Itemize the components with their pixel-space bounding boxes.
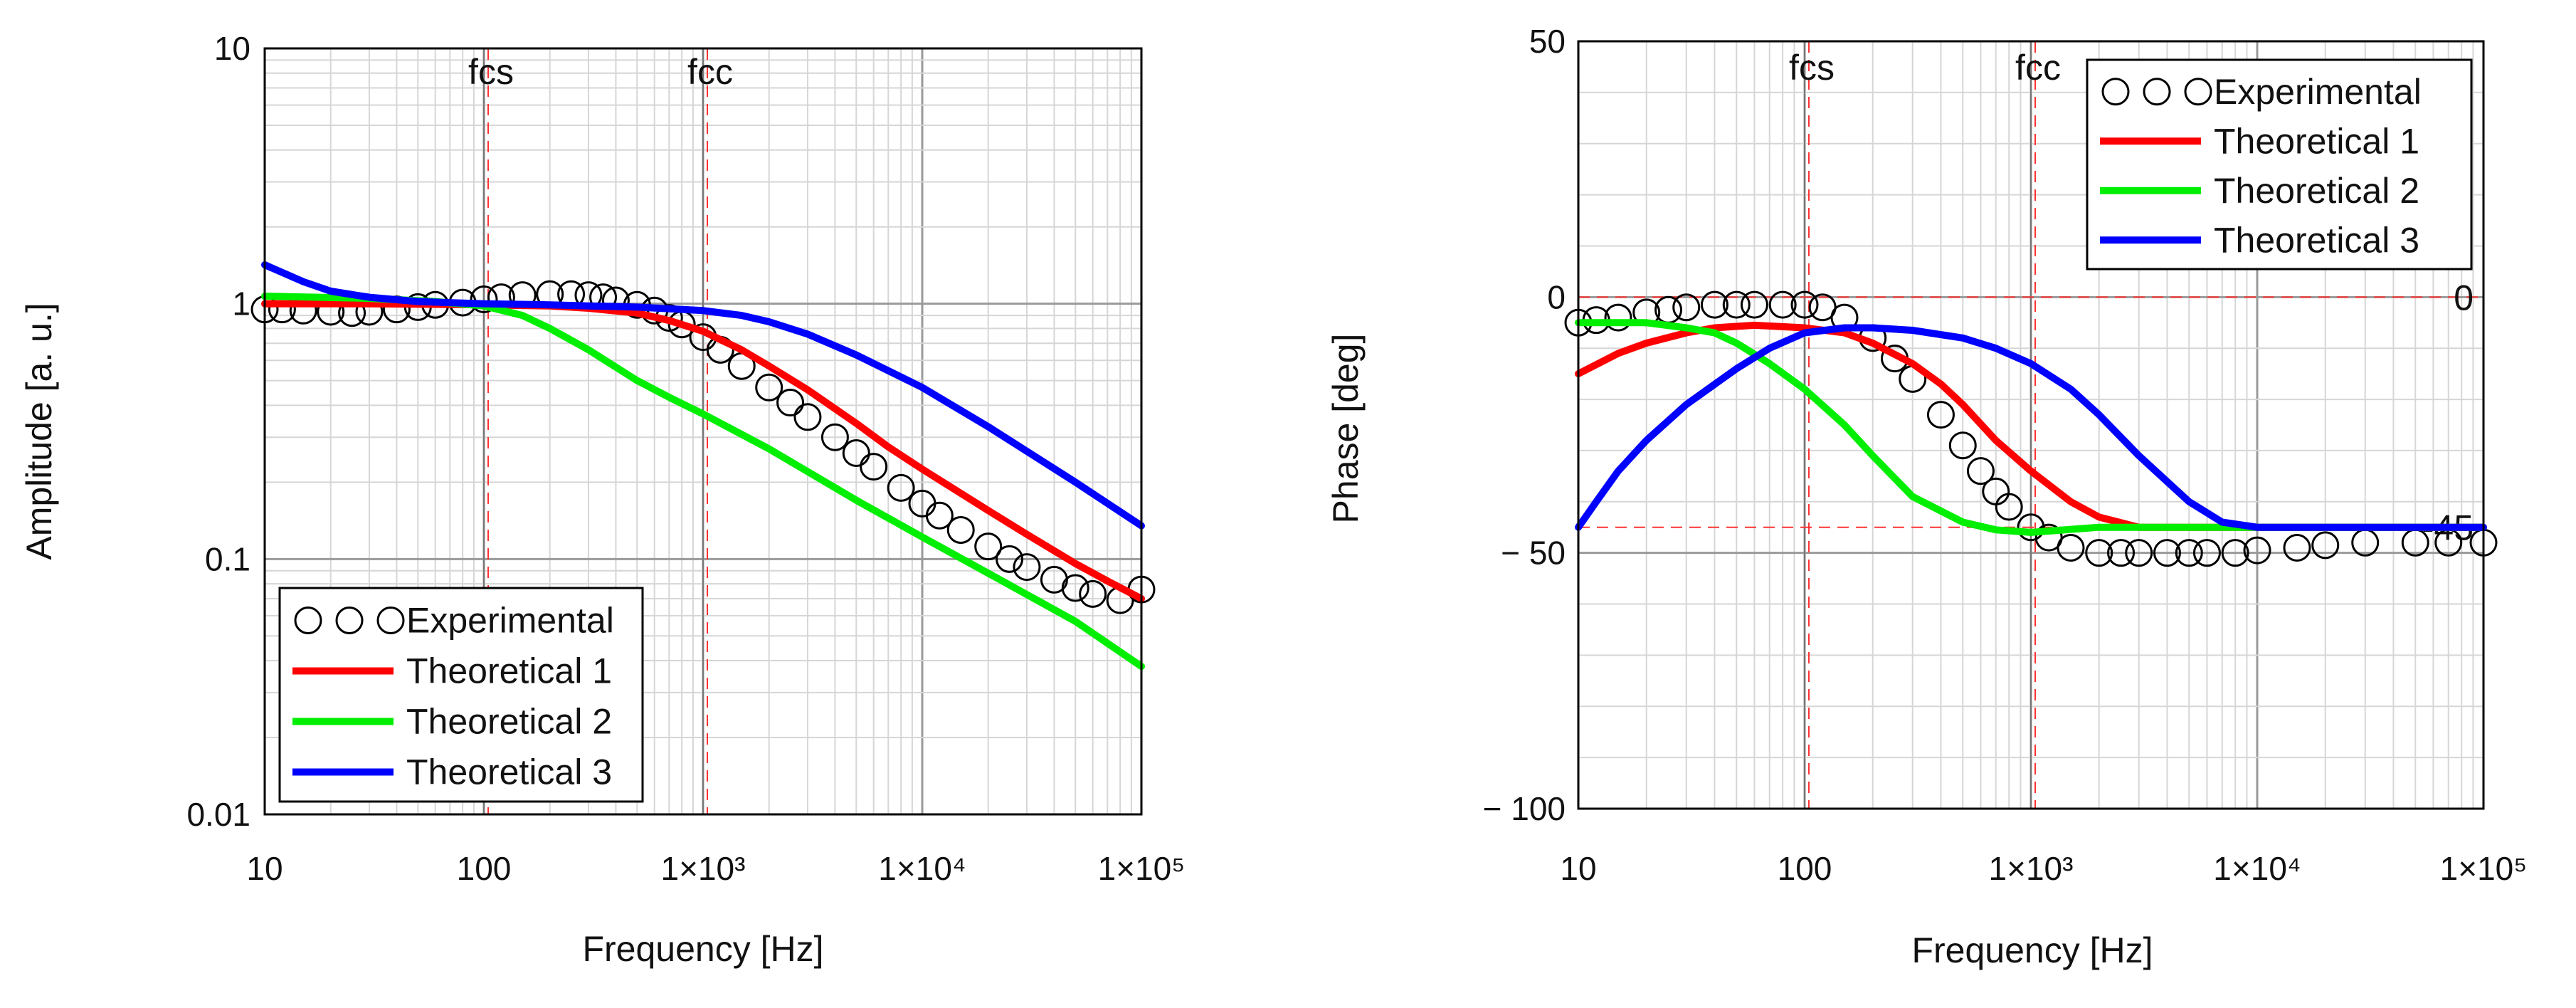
amplitude-experimental-point	[946, 515, 975, 544]
amplitude-legend-label-theoretical-1: Theoretical 1	[406, 651, 612, 691]
phase-legend: Experimental Theoretical 1 Theoretical 2 Th…	[2086, 58, 2473, 271]
phase-experimental-point	[1768, 290, 1797, 319]
amplitude-y-axis-label: Amplitude [a. u.]	[19, 303, 59, 560]
phase-y-tick-label: 50	[1529, 23, 1566, 60]
amplitude-experimental-point	[776, 389, 805, 417]
phase-y-axis-label: Phase [deg]	[1326, 334, 1366, 524]
amplitude-y-tick-label: 0.1	[205, 540, 250, 577]
amplitude-experimental-point	[470, 285, 498, 314]
phase-legend-label-theoretical-2: Theoretical 2	[2214, 171, 2419, 211]
amplitude-legend-swatch-experimental	[376, 607, 405, 634]
phase-y-tick-label: − 50	[1501, 535, 1566, 572]
phase-experimental-point	[2153, 539, 2181, 567]
phase-experimental-point	[2107, 539, 2136, 567]
amplitude-plot-frame	[263, 47, 1143, 816]
phase-experimental-point	[2221, 539, 2249, 567]
phase-experimental-point	[1722, 290, 1751, 319]
phase-x-tick-label: 1×10³	[1989, 850, 2074, 887]
phase-legend-label-theoretical-1: Theoretical 1	[2214, 121, 2419, 161]
phase-marker-label-fcs: fcs	[1789, 48, 1835, 88]
phase-experimental-point	[2311, 531, 2340, 560]
amplitude-legend-label-theoretical-2: Theoretical 2	[406, 702, 612, 742]
phase-reference-label-0: 0	[2454, 278, 2474, 317]
phase-experimental-point	[2085, 539, 2113, 567]
amplitude-legend-swatch-experimental	[294, 607, 322, 634]
amplitude-experimental-point	[925, 501, 954, 530]
amplitude-experimental-point	[755, 373, 783, 401]
phase-experimental-point	[2243, 536, 2271, 565]
amplitude-x-axis-label: Frequency [Hz]	[582, 929, 823, 969]
phase-x-tick-label: 1×10⁵	[2440, 850, 2528, 887]
amplitude-experimental-point	[974, 532, 1003, 561]
amplitude-experimental-point	[860, 453, 888, 481]
phase-experimental-point	[1948, 431, 1977, 460]
amplitude-experimental-point	[1013, 553, 1041, 582]
amplitude-tick-labels: 10 100 1×10³ 1×10⁴ 1×10⁵ 10 1 0.1 0.01	[186, 30, 1185, 887]
phase-experimental-point	[1995, 493, 2023, 521]
phase-legend-box	[2086, 58, 2473, 271]
amplitude-legend-label-theoretical-3: Theoretical 3	[406, 752, 612, 792]
phase-x-tick-label: 1×10⁴	[2213, 850, 2301, 887]
amplitude-series	[250, 261, 1156, 671]
phase-legend-swatch-experimental	[2101, 78, 2130, 106]
phase-experimental-point	[1672, 293, 1701, 322]
amplitude-x-tick-label: 1×10³	[661, 850, 746, 887]
phase-experimental-point	[2125, 539, 2153, 567]
phase-experimental-point	[1700, 290, 1728, 319]
phase-experimental-point	[1604, 303, 1632, 332]
phase-legend-swatch-experimental	[2184, 78, 2212, 106]
phase-x-tick-label: 10	[1560, 850, 1596, 887]
phase-theoretical-2-line	[1575, 319, 2487, 536]
phase-experimental-point	[1740, 290, 1768, 319]
amplitude-x-tick-label: 10	[246, 850, 283, 887]
phase-y-tick-label: 0	[1547, 278, 1566, 315]
amplitude-x-tick-label: 1×10⁵	[1098, 850, 1186, 887]
phase-theoretical-3-line	[1575, 324, 2487, 531]
phase-experimental-point	[2017, 513, 2045, 542]
amplitude-experimental-point	[1079, 579, 1107, 608]
amplitude-experimental-point	[793, 403, 822, 431]
phase-series	[1564, 290, 2498, 567]
phase-experimental-point	[1966, 457, 1995, 485]
phase-legend-label-experimental: Experimental	[2214, 72, 2422, 112]
amplitude-marker-label-fcs: fcs	[468, 52, 514, 92]
amplitude-legend-swatch-experimental	[335, 607, 364, 634]
amplitude-legend: Experimental Theoretical 1 Theoretical 2 Th…	[278, 587, 644, 803]
phase-experimental-point	[2175, 539, 2203, 567]
phase-experimental-point	[1926, 401, 1955, 429]
amplitude-experimental-point	[996, 545, 1024, 573]
amplitude-experimental-point	[842, 439, 870, 467]
phase-y-tick-label: − 100	[1483, 790, 1566, 827]
phase-legend-label-theoretical-3: Theoretical 3	[2214, 220, 2419, 260]
amplitude-theoretical-3-line	[261, 261, 1145, 530]
phase-experimental-point	[1790, 290, 1819, 319]
amplitude-x-tick-label: 1×10⁴	[878, 850, 966, 887]
phase-experimental-point	[2283, 533, 2311, 562]
phase-plot-frame	[1577, 40, 2485, 810]
amplitude-experimental-point	[1061, 574, 1089, 602]
amplitude-x-tick-label: 100	[457, 850, 512, 887]
phase-x-tick-label: 100	[1778, 850, 1832, 887]
amplitude-chart: fcs fcc 10 100 1×10³ 1×10⁴ 1×10⁵ 10 1 0.1 0.01 Fr…	[19, 30, 1185, 969]
phase-tick-labels: 10 100 1×10³ 1×10⁴ 1×10⁵ 50 0 − 50 − 100	[1483, 23, 2528, 887]
amplitude-y-tick-label: 1	[232, 285, 250, 322]
amplitude-y-tick-label: 10	[214, 30, 250, 67]
amplitude-marker-label-fcc: fcc	[687, 52, 733, 92]
phase-marker-label-fcc: fcc	[2015, 48, 2061, 88]
amplitude-experimental-point	[820, 423, 849, 451]
phase-legend-swatch-experimental	[2143, 78, 2171, 106]
phase-experimental-point	[2192, 539, 2221, 567]
phase-x-axis-label: Frequency [Hz]	[1911, 930, 2153, 970]
phase-experimental-point	[2057, 533, 2085, 562]
amplitude-experimental-point	[887, 473, 915, 502]
amplitude-y-tick-label: 0.01	[186, 796, 250, 833]
amplitude-legend-box	[278, 587, 644, 803]
amplitude-legend-label-experimental: Experimental	[406, 601, 614, 641]
